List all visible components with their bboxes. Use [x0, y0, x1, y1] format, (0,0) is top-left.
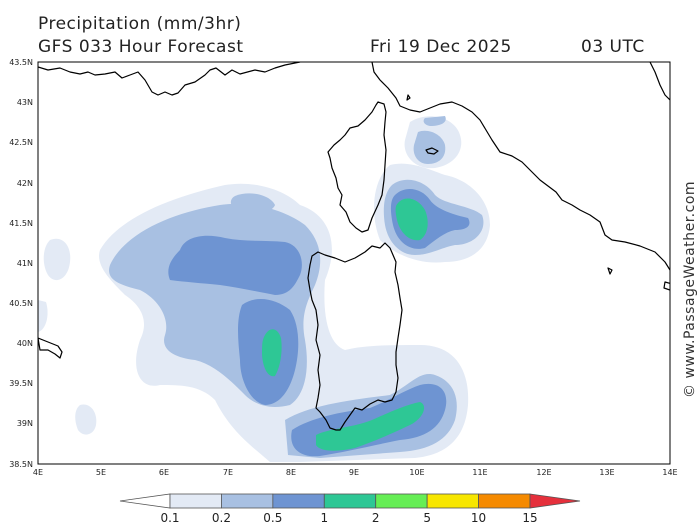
map-title: Precipitation (mm/3hr) [38, 14, 242, 34]
lon-tick-label: 5E [96, 468, 106, 477]
lat-tick-label: 40.5N [9, 299, 33, 308]
legend-label: 10 [471, 511, 486, 525]
lon-tick-label: 10E [409, 468, 424, 477]
lat-tick-label: 42N [17, 179, 33, 188]
legend-swatch [169, 493, 222, 509]
legend-label: 0.1 [160, 511, 179, 525]
forecast-label: GFS 033 Hour Forecast [38, 37, 244, 57]
forecast-info: GFS 033 Hour Forecast Fri 19 Dec 2025 03… [38, 37, 644, 57]
forecast-date: Fri 19 Dec 2025 [370, 37, 512, 57]
lat-tick-label: 38.5N [9, 460, 33, 469]
lat-tick-label: 39.5N [9, 379, 33, 388]
lon-tick-label: 13E [599, 468, 614, 477]
legend-swatch [529, 493, 581, 509]
lon-tick-label: 9E [349, 468, 359, 477]
france-coast [38, 62, 301, 96]
corsica [327, 101, 387, 233]
legend-label: 2 [372, 511, 380, 525]
lon-tick-label: 11E [472, 468, 487, 477]
coastline [38, 62, 670, 431]
lat-tick-label: 41.5N [9, 219, 33, 228]
ponza [607, 267, 613, 275]
legend-swatch [272, 493, 325, 509]
legend-swatch [221, 493, 274, 509]
legend-label: 0.2 [212, 511, 231, 525]
map-frame [37, 61, 671, 465]
legend-swatch [119, 493, 171, 509]
legend-swatch [426, 493, 479, 509]
precipitation-field [38, 116, 490, 463]
legend-swatch [323, 493, 377, 509]
lon-tick-label: 8E [286, 468, 296, 477]
legend-label: 1 [320, 511, 328, 525]
lat-tick-label: 43N [17, 98, 33, 107]
legend-label: 5 [423, 511, 431, 525]
precipitation-legend: 0.1 0.2 0.5 1 2 5 10 15 [119, 493, 581, 525]
lon-tick-label: 4E [33, 468, 43, 477]
lon-tick-label: 6E [159, 468, 169, 477]
sicily-cap [663, 281, 670, 291]
sardinia [307, 242, 403, 431]
lat-tick-label: 42.5N [9, 138, 33, 147]
italy-coast [371, 62, 670, 271]
latitude-axis: 43.5N 43N 42.5N 42N 41.5N 41N 40.5N 40N … [9, 58, 33, 469]
forecast-time: 03 UTC [581, 37, 645, 57]
lat-tick-label: 41N [17, 259, 33, 268]
lat-tick-label: 40N [17, 339, 33, 348]
credit-text: © www.PassageWeather.com [682, 180, 698, 398]
lon-tick-label: 12E [536, 468, 551, 477]
lon-tick-label: 7E [223, 468, 233, 477]
legend-label: 0.5 [263, 511, 282, 525]
lat-tick-label: 43.5N [9, 58, 33, 67]
elba [425, 147, 439, 155]
lon-tick-label: 14E [662, 468, 677, 477]
longitude-axis: 4E 5E 6E 7E 8E 9E 10E 11E 12E 13E 14E [33, 468, 678, 477]
adriatic-coast [649, 62, 670, 101]
legend-swatch [375, 493, 428, 509]
legend-swatch [478, 493, 531, 509]
giglio [406, 94, 411, 101]
menorca [38, 337, 63, 359]
legend-label: 15 [522, 511, 537, 525]
lat-tick-label: 39N [17, 419, 33, 428]
